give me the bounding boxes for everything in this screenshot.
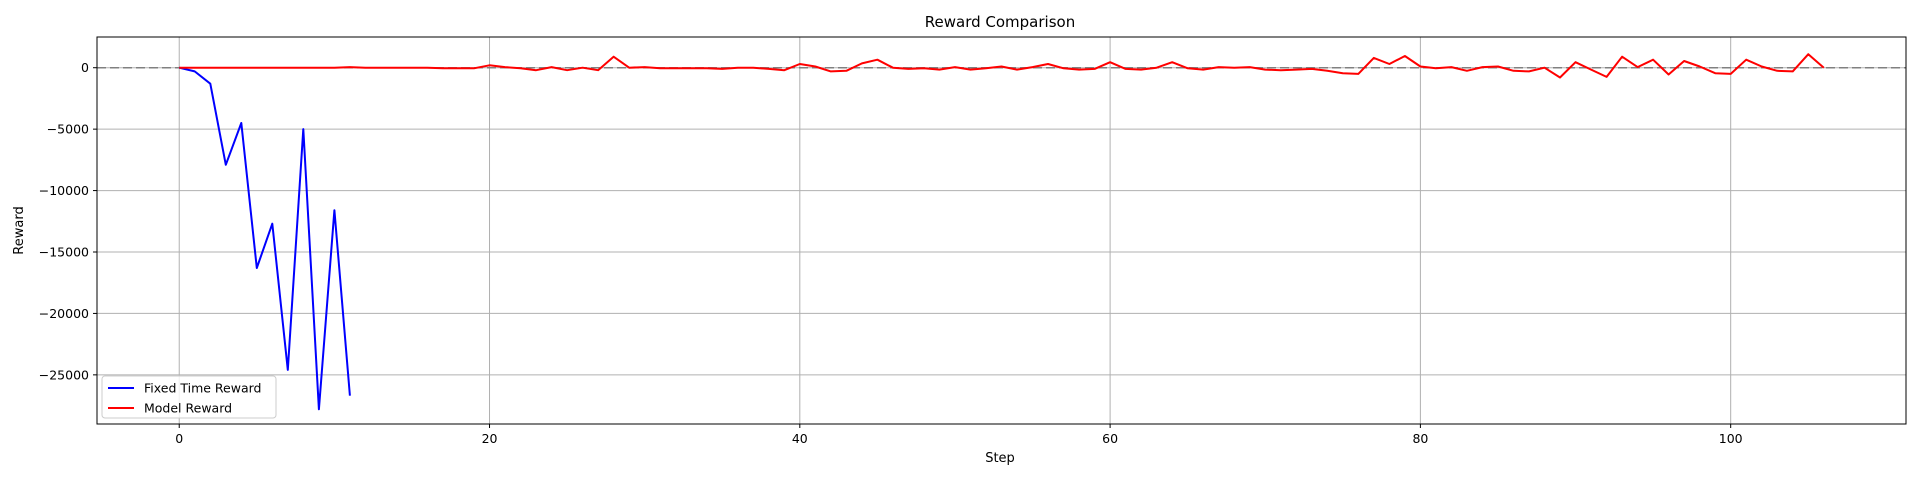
y-tick-label: 0 [81,60,89,75]
x-tick-label: 20 [482,431,498,446]
grid [97,37,1906,424]
plot-frame [96,36,1907,425]
series-line-1 [179,53,1825,79]
x-tick-label: 80 [1412,431,1428,446]
legend: Fixed Time Reward Model Reward [101,375,277,419]
x-axis-label: Step [985,451,1015,466]
y-axis-label: Reward [12,206,27,254]
legend-box [101,375,277,419]
chart-title: Reward Comparison [925,13,1075,31]
x-tick-label: 60 [1102,431,1118,446]
y-tick-label: −25000 [39,367,89,382]
y-tick-label: −15000 [39,245,89,260]
x-tick-label: 40 [792,431,808,446]
legend-label: Model Reward [144,401,232,416]
legend-label: Fixed Time Reward [144,381,261,396]
y-tick-label: −20000 [39,306,89,321]
series-lines [178,53,1825,411]
y-tick-label: −5000 [47,122,89,137]
y-axis-ticks: 0 −5000 −10000 −15000 −20000 −25000 [39,60,97,382]
y-tick-label: −10000 [39,183,89,198]
x-axis-ticks: 0 20 40 60 80 100 [175,424,1743,446]
x-tick-label: 100 [1719,431,1743,446]
x-tick-label: 0 [175,431,183,446]
series-line-0 [178,66,351,411]
